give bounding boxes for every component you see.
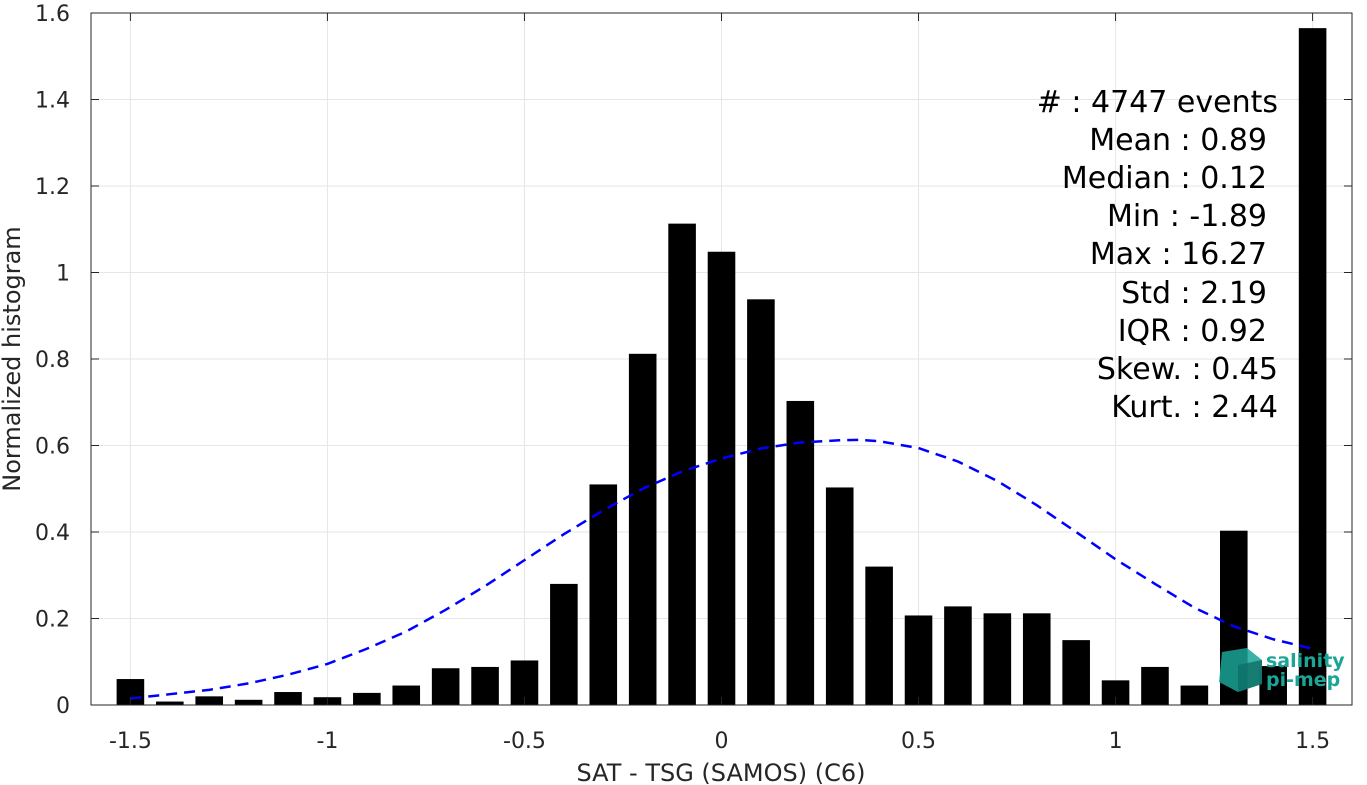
histogram-bar — [1141, 666, 1169, 705]
histogram-bars — [116, 28, 1327, 706]
histogram-bar — [1022, 613, 1051, 705]
histogram-bar — [195, 696, 224, 705]
histogram-bar — [1180, 685, 1209, 705]
y-tick-label: 0 — [56, 694, 70, 719]
fit-curve-layer — [130, 438, 1313, 700]
histogram-bar — [628, 353, 657, 705]
histogram-bar — [431, 668, 460, 705]
y-tick-label: 0.2 — [35, 608, 70, 633]
histogram-bar — [156, 701, 184, 705]
x-axis-title: SAT - TSG (SAMOS) (C6) — [577, 759, 866, 785]
x-tick-label: -1 — [316, 729, 338, 754]
logo-line2: pi-mep — [1266, 669, 1340, 691]
histogram-bar — [904, 615, 933, 705]
gaussian-fit-curve — [130, 438, 1313, 700]
histogram-bar — [668, 223, 696, 705]
x-tick-label: 0 — [715, 729, 729, 754]
x-tick-label: -0.5 — [503, 729, 546, 754]
salinity-pimep-logo: salinity pi-mep — [1219, 648, 1345, 692]
histogram-bar — [353, 692, 381, 705]
y-tick-label: 1 — [56, 262, 70, 287]
y-tick-label: 0.6 — [35, 435, 70, 460]
stats-box: # : 4747 events Mean : 0.89 Median : 0.1… — [1037, 85, 1278, 425]
histogram-bar — [825, 487, 854, 705]
histogram-bar — [983, 613, 1012, 705]
histogram-bar — [471, 666, 499, 705]
histogram-bar — [550, 583, 578, 705]
stat-min: Min : -1.89 — [1107, 199, 1267, 234]
x-tick-label: -1.5 — [109, 729, 152, 754]
histogram-bar — [1298, 28, 1327, 705]
x-tick-label: 1.5 — [1295, 729, 1330, 754]
stat-mean: Mean : 0.89 — [1089, 123, 1267, 158]
y-axis-title: Normalized histogram — [0, 226, 26, 491]
logo-line1: salinity — [1266, 650, 1345, 672]
histogram-bar — [234, 699, 263, 705]
y-tick-label: 0.4 — [35, 521, 70, 546]
histogram-bar — [865, 566, 893, 705]
y-tick-label: 1.4 — [35, 89, 70, 114]
histogram-bar — [747, 299, 775, 705]
histogram-bar — [1062, 640, 1090, 705]
logo-cube-face — [1238, 660, 1262, 692]
stat-max: Max : 16.27 — [1090, 237, 1267, 272]
histogram-bar — [707, 251, 736, 706]
stat-events: # : 4747 events — [1037, 85, 1278, 120]
stat-kurt: Kurt. : 2.44 — [1111, 390, 1278, 425]
axis-ticks: -1.5 -1 -0.5 0 0.5 1 1.5 0 0.2 0.4 0.6 0.8 1 1.2 1.4 1.… — [35, 2, 1352, 754]
stat-skew: Skew. : 0.45 — [1097, 352, 1278, 387]
stat-iqr: IQR : 0.92 — [1118, 314, 1267, 349]
histogram-bar — [392, 685, 421, 705]
histogram-bar — [944, 606, 972, 705]
histogram-bar — [274, 692, 302, 705]
x-tick-label: 0.5 — [901, 729, 936, 754]
y-tick-label: 1.6 — [35, 2, 70, 27]
histogram-bar — [786, 400, 815, 705]
x-tick-label: 1 — [1109, 729, 1123, 754]
histogram-bar — [589, 484, 618, 705]
histogram-bar — [1259, 666, 1287, 705]
y-tick-label: 1.2 — [35, 175, 70, 200]
y-tick-label: 0.8 — [35, 348, 70, 373]
stat-median: Median : 0.12 — [1062, 161, 1267, 196]
stat-std: Std : 2.19 — [1121, 276, 1267, 311]
